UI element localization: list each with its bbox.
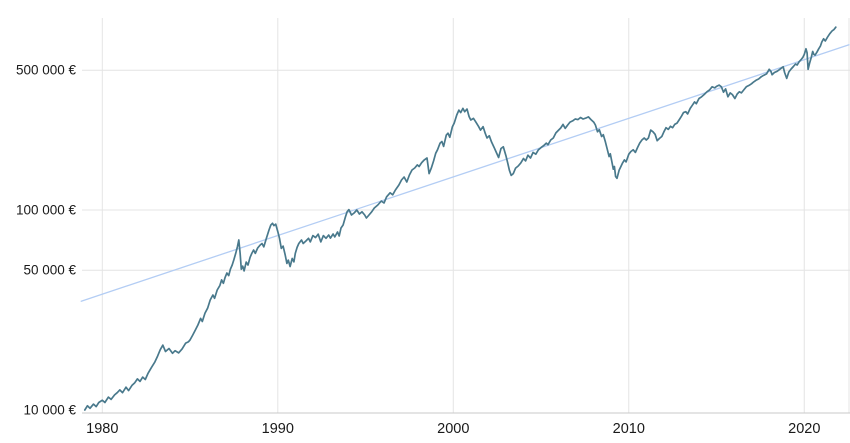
x-tick-label-2010: 2010: [613, 421, 645, 437]
x-tick-label-2020: 2020: [788, 421, 820, 437]
x-tick-label-1980: 1980: [86, 421, 118, 437]
trend-line-path: [80, 44, 850, 302]
portfolio-value-path: [83, 26, 837, 411]
x-tick-labels: 1980 1990 2000 2010 2020: [86, 421, 820, 437]
trend-line: [80, 44, 850, 302]
x-tick-label-1990: 1990: [262, 421, 294, 437]
value-series: [83, 26, 837, 411]
x-tick-label-2000: 2000: [437, 421, 469, 437]
y-tick-label-500000: 500 000 €: [16, 63, 77, 78]
y-tick-labels: 10 000 € 50 000 € 100 000 € 500 000 €: [16, 63, 77, 418]
y-tick-label-50000: 50 000 €: [23, 263, 76, 278]
y-tick-label-100000: 100 000 €: [16, 203, 77, 218]
y-tick-label-10000: 10 000 €: [23, 403, 76, 418]
gridlines: [82, 18, 850, 413]
